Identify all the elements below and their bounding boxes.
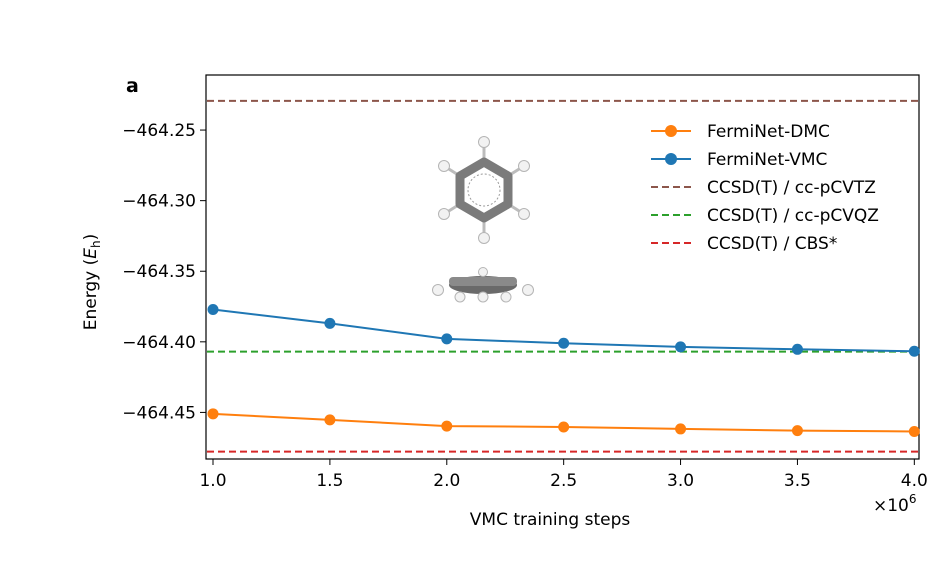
legend-swatch-marker [665, 125, 677, 137]
x-tick-label: 3.0 [667, 471, 694, 491]
x-tick-label: 2.5 [550, 471, 577, 491]
x-axis-label: VMC training steps [470, 510, 631, 530]
data-point [908, 345, 920, 357]
benzene-inset [432, 136, 534, 303]
x-multiplier: ×106 [873, 492, 917, 516]
x-multiplier-base: ×10 [873, 496, 909, 516]
data-point [207, 408, 219, 420]
y-label-prefix: Energy ( [81, 259, 101, 331]
y-label-symbol: E [81, 248, 101, 259]
legend-entry-label: CCSD(T) / cc-pCVTZ [707, 178, 876, 198]
y-tick-label: −464.35 [122, 262, 196, 282]
data-point [908, 425, 920, 437]
data-point [791, 425, 803, 437]
data-point [675, 341, 687, 353]
y-tick-label: −464.45 [122, 403, 196, 423]
legend-entry-label: FermiNet-DMC [707, 122, 830, 142]
ticks-layer: 1.0 1.5 2.0 2.5 3.0 3.5 4.0 −464.25 −464.30 −464.… [122, 121, 928, 491]
legend-entry-label: FermiNet-VMC [707, 150, 827, 170]
panel-label: a [126, 75, 139, 97]
data-point [441, 420, 453, 432]
data-point [558, 337, 570, 349]
x-tick-label: 3.5 [784, 471, 811, 491]
legend: FermiNet-DMC FermiNet-VMC CCSD(T) / cc-pCV… [651, 122, 879, 254]
data-point [324, 317, 336, 329]
x-multiplier-exponent: 6 [909, 492, 917, 506]
benzene-side-view [432, 267, 534, 303]
legend-entry-label: CCSD(T) / CBS* [707, 234, 837, 254]
series-layer [207, 303, 920, 437]
y-axis-label: Energy (Eh) [81, 234, 103, 331]
reference-lines-layer [207, 99, 918, 453]
y-tick-label: −464.40 [122, 333, 196, 353]
x-tick-label: 1.5 [316, 471, 343, 491]
legend-swatch-marker [665, 153, 677, 165]
data-point [675, 423, 687, 435]
x-tick-label: 1.0 [199, 471, 226, 491]
x-tick-label: 4.0 [901, 471, 928, 491]
data-point [441, 333, 453, 345]
data-point [207, 303, 219, 315]
benzene-top-view [438, 136, 530, 244]
y-tick-label: −464.25 [122, 121, 196, 141]
data-point [558, 421, 570, 433]
plot-frame [205, 74, 920, 460]
legend-entry-label: CCSD(T) / cc-pCVQZ [707, 206, 879, 226]
x-tick-label: 2.0 [433, 471, 460, 491]
data-point [324, 414, 336, 426]
data-point [791, 343, 803, 355]
y-label-subscript: h [89, 240, 103, 248]
y-tick-label: −464.30 [122, 192, 196, 212]
y-label-suffix: ) [81, 234, 101, 241]
